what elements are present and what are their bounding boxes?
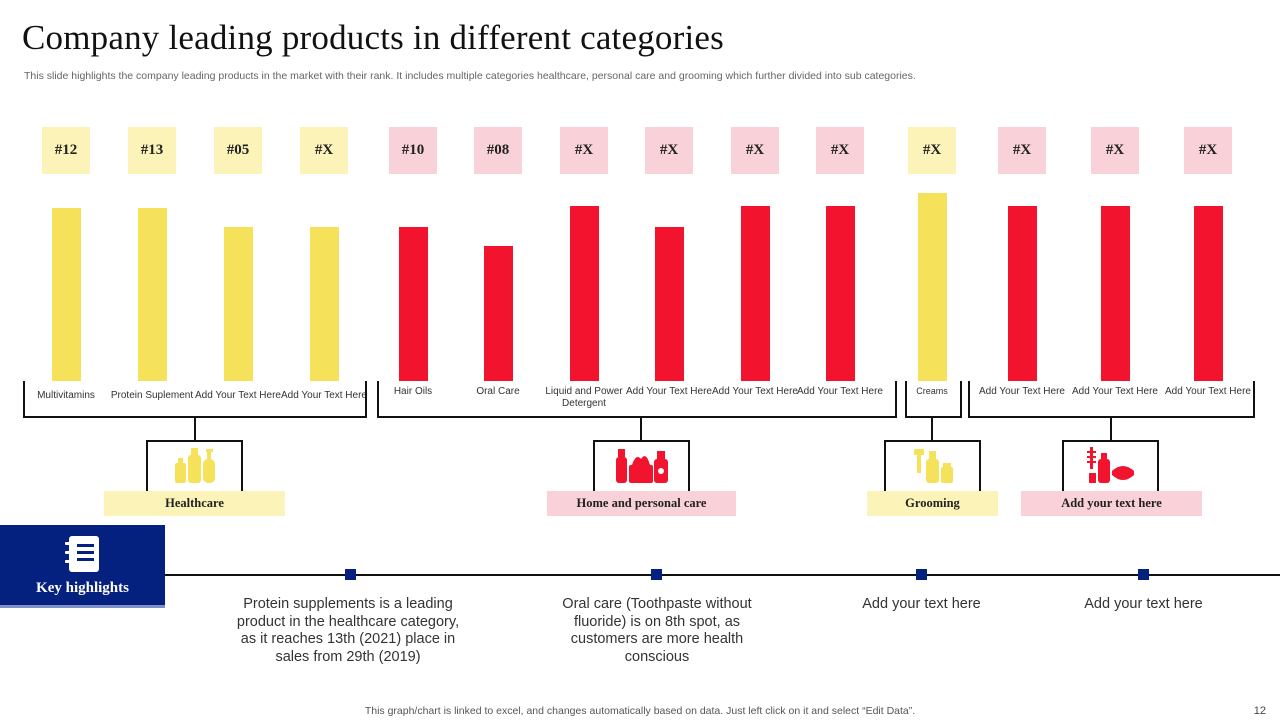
rank-badge: #X	[645, 127, 693, 174]
rank-badge: #X	[1184, 127, 1232, 174]
grooming-kit-icon	[913, 448, 953, 483]
category-tick-label: Add Your Text Here	[626, 386, 712, 397]
chart-bar	[1007, 206, 1037, 381]
category-tick-label: Multivitamins	[37, 390, 95, 401]
category-tick-label: Add Your Text Here	[281, 390, 367, 401]
cleaning-supplies-icon	[615, 448, 668, 483]
category-label-grooming: Grooming	[867, 491, 998, 516]
footer-note: This graph/chart is linked to excel, and…	[364, 705, 916, 717]
other-icon-box	[1062, 440, 1159, 491]
chart-bar	[309, 226, 339, 381]
timeline-marker	[916, 569, 927, 580]
rank-badge: #10	[389, 127, 437, 174]
key-highlights-box: Key highlights	[0, 525, 165, 608]
chart-bar	[825, 206, 855, 381]
healthcare-bracket	[23, 381, 367, 418]
category-tick-label: Liquid and Power Detergent	[545, 386, 623, 409]
highlight-text: Add your text here	[1084, 596, 1203, 612]
chart-bar	[569, 206, 599, 381]
rank-badge: #X	[560, 127, 608, 174]
category-tick-label: Add Your Text Here	[1165, 386, 1251, 397]
other-bracket	[968, 381, 1255, 418]
cosmetics-icon	[1086, 446, 1134, 483]
category-tick-label: Add Your Text Here	[797, 386, 883, 397]
timeline-marker	[345, 569, 356, 580]
category-label-other: Add your text here	[1021, 491, 1202, 516]
healthcare-icon-box	[146, 440, 243, 491]
highlight-text: Oral care (Toothpaste without fluoride) …	[562, 596, 752, 665]
category-tick-label: Oral Care	[476, 386, 520, 397]
chart-bar	[740, 206, 770, 381]
chart-bar	[223, 226, 253, 381]
chart-bar	[398, 226, 428, 381]
category-tick-label: Creams	[916, 386, 948, 396]
bottles-icon	[174, 447, 215, 483]
rank-badge: #X	[998, 127, 1046, 174]
rank-badge: #X	[816, 127, 864, 174]
home-care-bracket	[377, 381, 897, 418]
rank-badge: #05	[214, 127, 262, 174]
page-title: Company leading products in different ca…	[22, 18, 724, 57]
timeline-marker	[1138, 569, 1149, 580]
category-tick-label: Hair Oils	[393, 386, 433, 397]
grooming-bracket	[905, 381, 962, 418]
highlight-text: Protein supplements is a leading product…	[236, 596, 460, 665]
home-care-icon-box	[593, 440, 690, 491]
rank-badge: #X	[731, 127, 779, 174]
category-tick-label: Add Your Text Here	[1072, 386, 1158, 397]
category-tick-label: Add Your Text Here	[712, 386, 798, 397]
rank-badge: #08	[474, 127, 522, 174]
page-subtitle: This slide highlights the company leadin…	[24, 70, 916, 82]
chart-bar	[51, 208, 81, 381]
home-care-stem	[640, 418, 642, 440]
chart-bar	[137, 208, 167, 381]
highlight-text: Add your text here	[862, 596, 981, 612]
category-tick-label: Protein Suplement	[110, 390, 194, 401]
category-label-home-care: Home and personal care	[547, 491, 736, 516]
key-highlights-label: Key highlights	[36, 579, 129, 596]
notebook-icon	[64, 535, 99, 572]
grooming-stem	[931, 418, 933, 440]
grooming-icon-box	[884, 440, 981, 491]
chart-bar	[483, 245, 513, 381]
category-tick-label: Add Your Text Here	[195, 390, 281, 401]
page-number: 12	[1253, 705, 1266, 717]
chart-bar	[654, 226, 684, 381]
chart-bar	[917, 193, 947, 381]
timeline	[165, 574, 1280, 576]
rank-badge: #X	[908, 127, 956, 174]
rank-badge: #X	[300, 127, 348, 174]
chart-bar	[1100, 206, 1130, 381]
rank-badge: #X	[1091, 127, 1139, 174]
healthcare-stem	[194, 418, 196, 440]
rank-badge: #13	[128, 127, 176, 174]
timeline-marker	[651, 569, 662, 580]
category-label-healthcare: Healthcare	[104, 491, 285, 516]
other-stem	[1110, 418, 1112, 440]
rank-badge: #12	[42, 127, 90, 174]
category-tick-label: Add Your Text Here	[979, 386, 1065, 397]
chart-bar	[1193, 206, 1223, 381]
